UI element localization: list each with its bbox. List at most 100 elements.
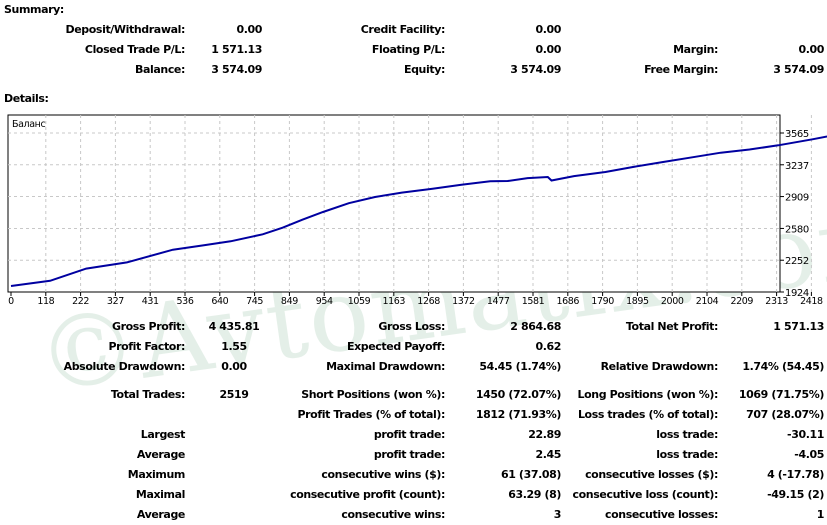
chart-legend-label: Баланс bbox=[12, 119, 45, 130]
x-tick-label: 1790 bbox=[591, 296, 614, 307]
x-tick-label: 745 bbox=[246, 296, 263, 307]
stat-value: 0.00 bbox=[236, 23, 262, 36]
stat-label: consecutive wins: bbox=[341, 508, 445, 521]
stat-label: Maximal Drawdown: bbox=[326, 360, 445, 373]
x-tick-label: 2104 bbox=[696, 296, 719, 307]
x-tick-label: 1581 bbox=[522, 296, 545, 307]
x-tick-label: 1059 bbox=[348, 296, 371, 307]
x-tick-label: 431 bbox=[142, 296, 159, 307]
x-tick-label: 1686 bbox=[557, 296, 580, 307]
stat-value: 0.00 bbox=[535, 23, 561, 36]
stat-value: 4 (-17.78) bbox=[767, 468, 824, 481]
x-tick-label: 222 bbox=[72, 296, 89, 307]
x-tick-label: 327 bbox=[107, 296, 124, 307]
stat-value: 63.29 (8) bbox=[508, 488, 561, 501]
stat-label: consecutive loss (count): bbox=[572, 488, 719, 501]
stat-value: -49.15 (2) bbox=[767, 488, 824, 501]
stat-label: Deposit/Withdrawal: bbox=[65, 23, 186, 36]
stat-value: -4.05 bbox=[794, 448, 824, 461]
stat-value: -30.11 bbox=[787, 428, 824, 441]
stat-label: Floating P/L: bbox=[371, 43, 446, 56]
y-tick-label: 2252 bbox=[785, 256, 809, 267]
stat-value: 2519 bbox=[219, 388, 249, 401]
stat-value: 1812 (71.93%) bbox=[475, 408, 562, 421]
stat-label: Absolute Drawdown: bbox=[63, 360, 186, 373]
stat-label: profit trade: bbox=[373, 428, 446, 441]
stat-label: Free Margin: bbox=[644, 63, 718, 76]
stat-value: 1 571.13 bbox=[773, 320, 824, 333]
stat-label: Average bbox=[136, 448, 186, 461]
stat-value: 1 bbox=[816, 508, 825, 521]
x-tick-label: 0 bbox=[8, 296, 14, 307]
stat-value: 4 435.81 bbox=[208, 320, 260, 333]
stat-label: Long Positions (won %): bbox=[577, 388, 719, 401]
stat-value: 0.00 bbox=[535, 43, 561, 56]
stat-label: Relative Drawdown: bbox=[600, 360, 719, 373]
stat-value: 2 864.68 bbox=[510, 320, 561, 333]
stat-label: Balance: bbox=[134, 63, 185, 76]
stat-value: 61 (37.08) bbox=[501, 468, 561, 481]
stat-value: 0.62 bbox=[535, 340, 561, 353]
stat-value: 1.55 bbox=[221, 340, 247, 353]
stat-label: consecutive profit (count): bbox=[290, 488, 445, 501]
stat-label: Profit Factor: bbox=[108, 340, 185, 353]
stat-label: Loss trades (% of total): bbox=[577, 408, 718, 421]
stat-value: 0.00 bbox=[798, 43, 824, 56]
plot-area bbox=[7, 114, 781, 293]
stat-label: Total Trades: bbox=[110, 388, 186, 401]
stat-label: Closed Trade P/L: bbox=[84, 43, 186, 56]
stat-value: 22.89 bbox=[528, 428, 561, 441]
details-heading: Details: bbox=[4, 92, 49, 105]
stat-label: Profit Trades (% of total): bbox=[297, 408, 446, 421]
stat-label: loss trade: bbox=[656, 448, 718, 461]
stat-value: 1069 (71.75%) bbox=[738, 388, 825, 401]
stat-value: 3 bbox=[553, 508, 562, 521]
x-tick-label: 1477 bbox=[487, 296, 510, 307]
y-tick-label: 3565 bbox=[785, 129, 809, 140]
y-tick-label: 1924 bbox=[785, 288, 809, 299]
stat-value: 54.45 (1.74%) bbox=[479, 360, 561, 373]
y-tick-label: 2909 bbox=[785, 193, 809, 204]
x-tick-label: 1163 bbox=[383, 296, 406, 307]
stat-label: Total Net Profit: bbox=[625, 320, 718, 333]
stat-value: 707 (28.07%) bbox=[746, 408, 824, 421]
stat-label: Expected Payoff: bbox=[346, 340, 445, 353]
stat-value: 1 571.13 bbox=[211, 43, 262, 56]
stat-value: 1450 (72.07%) bbox=[475, 388, 562, 401]
stat-label: profit trade: bbox=[373, 448, 446, 461]
stat-label: Average bbox=[136, 508, 186, 521]
stat-label: Credit Facility: bbox=[360, 23, 446, 36]
stat-label: Maximum bbox=[127, 468, 186, 481]
stat-value: 1.74% (54.45) bbox=[742, 360, 824, 373]
balance-line bbox=[10, 135, 827, 287]
x-tick-label: 1268 bbox=[417, 296, 440, 307]
balance-chart: 1924 2252 2580 2909 3237 3565 0 118 222 327 431 536… bbox=[7, 114, 827, 307]
x-tick-label: 2000 bbox=[661, 296, 684, 307]
stat-label: loss trade: bbox=[656, 428, 718, 441]
stat-label: Gross Loss: bbox=[378, 320, 445, 333]
x-tick-label: 536 bbox=[177, 296, 194, 307]
x-tick-label: 2209 bbox=[731, 296, 754, 307]
stat-label: consecutive losses: bbox=[605, 508, 718, 521]
x-tick-label: 640 bbox=[211, 296, 228, 307]
y-tick-label: 3237 bbox=[785, 161, 809, 172]
stat-value: 0.00 bbox=[221, 360, 247, 373]
x-tick-label: 2313 bbox=[765, 296, 788, 307]
stat-label: Maximal bbox=[135, 488, 185, 501]
stat-label: consecutive wins ($): bbox=[321, 468, 445, 481]
x-tick-label: 2418 bbox=[800, 296, 823, 307]
x-tick-label: 118 bbox=[37, 296, 54, 307]
stat-value: 3 574.09 bbox=[211, 63, 262, 76]
x-tick-label: 1372 bbox=[452, 296, 475, 307]
stat-value: 2.45 bbox=[535, 448, 561, 461]
stat-value: 3 574.09 bbox=[510, 63, 561, 76]
summary-heading: Summary: bbox=[4, 3, 64, 16]
stat-value: 3 574.09 bbox=[773, 63, 824, 76]
x-tick-label: 1895 bbox=[626, 296, 649, 307]
x-tick-label: 954 bbox=[316, 296, 333, 307]
y-tick-label: 2580 bbox=[785, 224, 809, 235]
stat-label: Gross Profit: bbox=[112, 320, 185, 333]
stat-label: Short Positions (won %): bbox=[301, 388, 445, 401]
stat-label: Largest bbox=[140, 428, 186, 441]
stat-label: Equity: bbox=[403, 63, 445, 76]
